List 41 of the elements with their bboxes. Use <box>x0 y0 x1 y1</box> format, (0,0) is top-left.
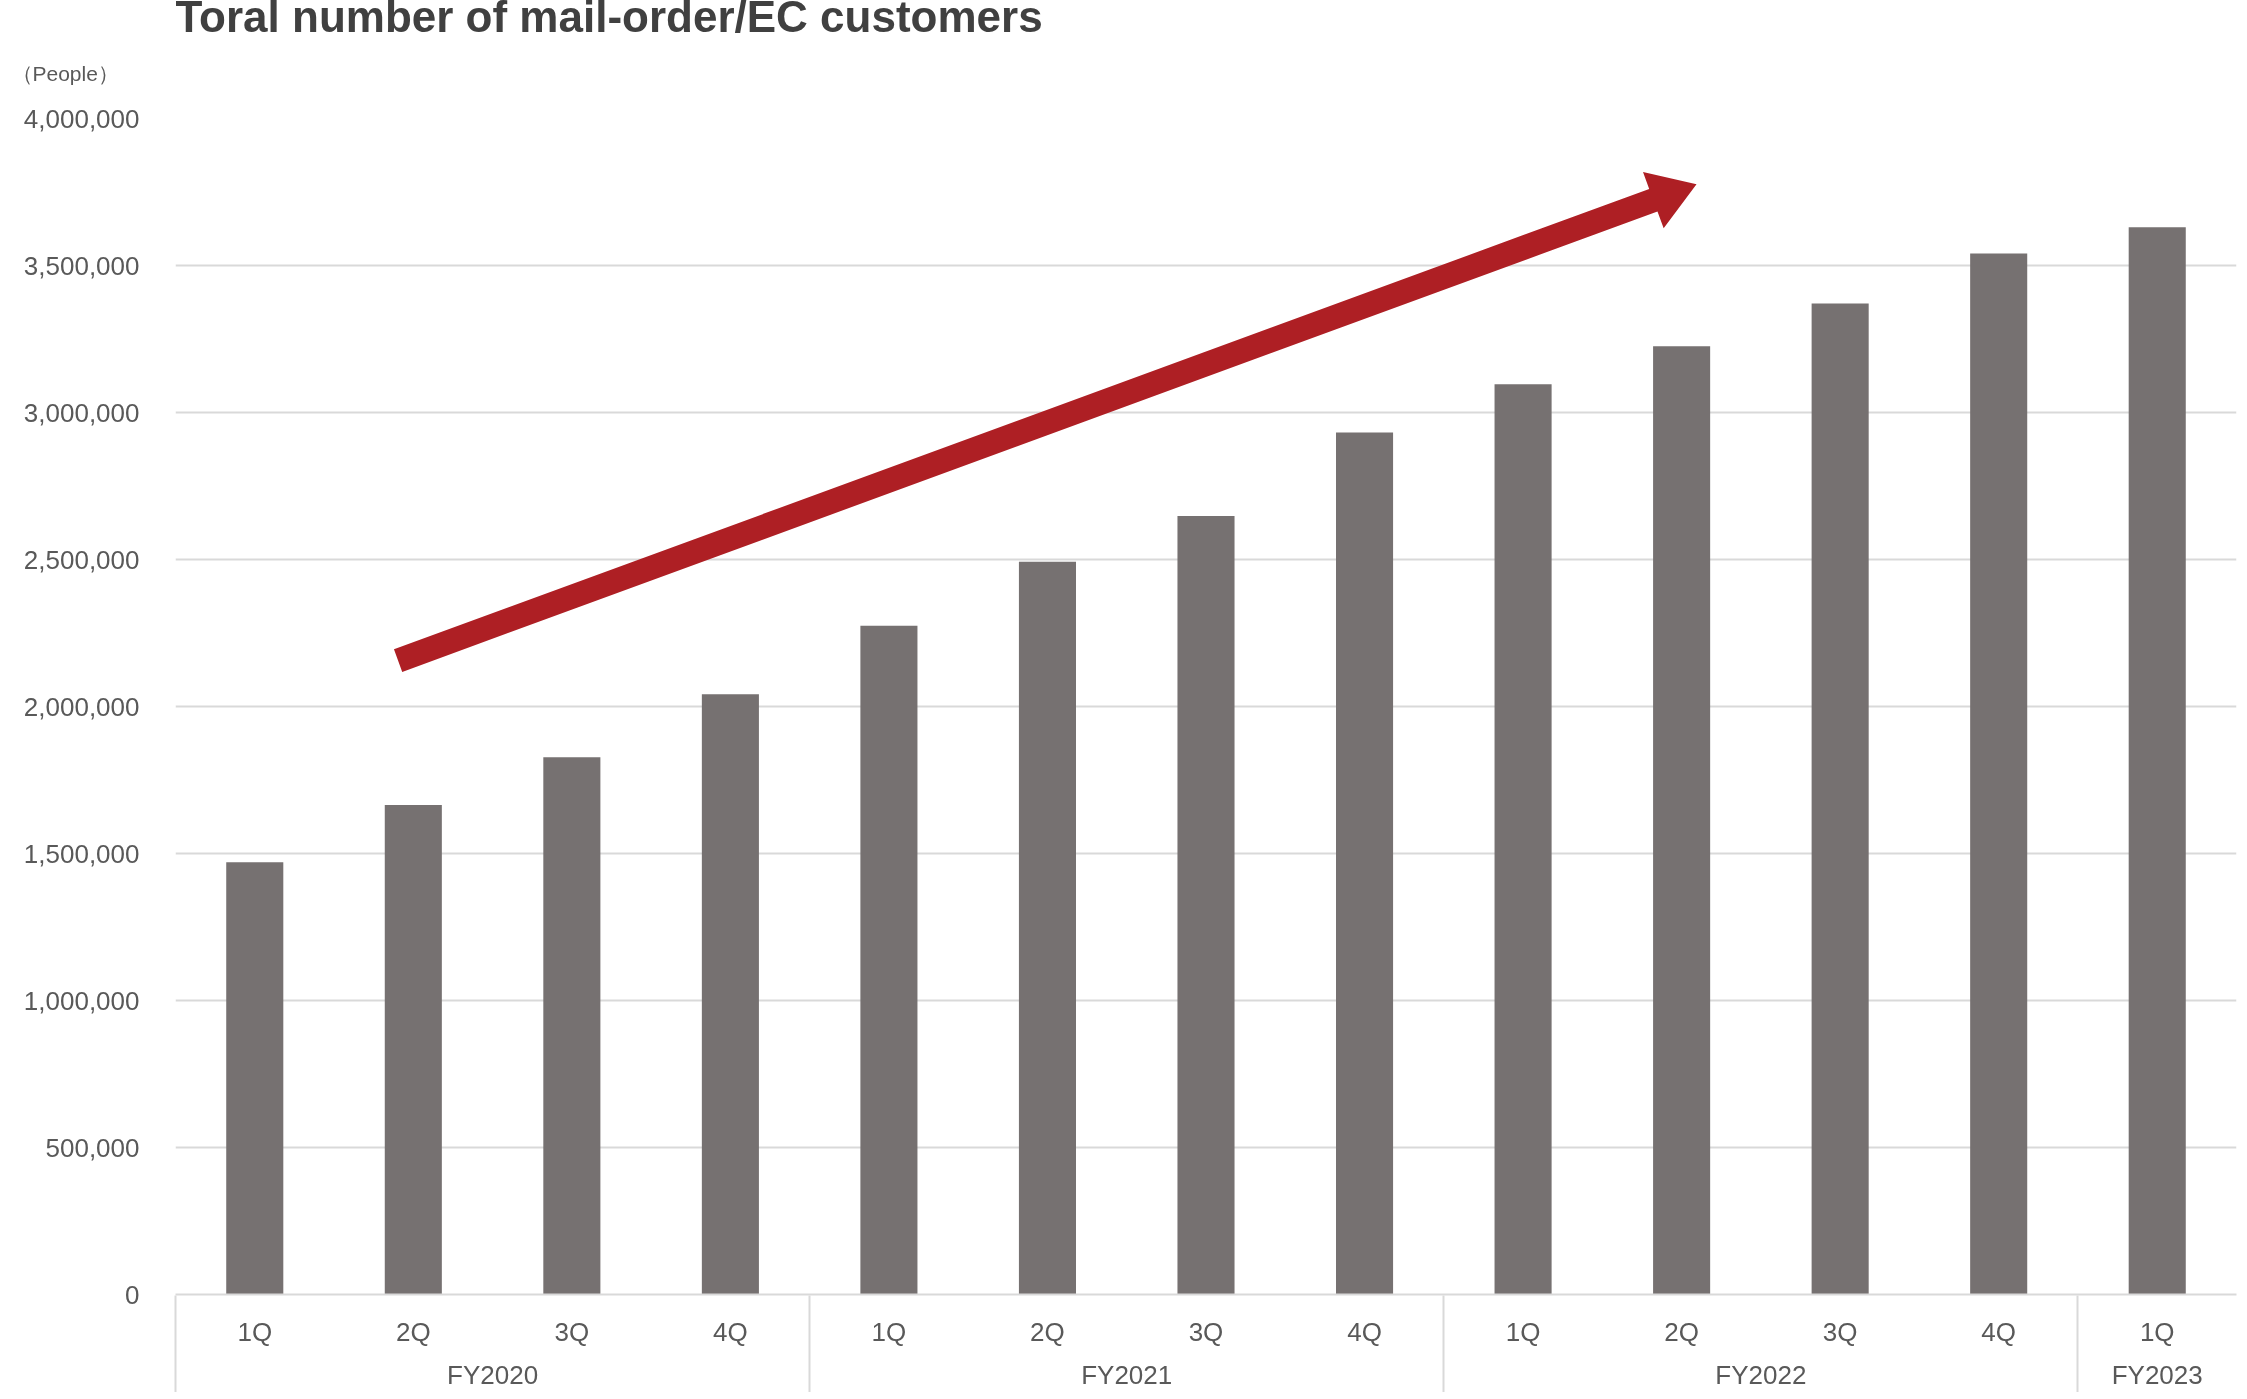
bar <box>1177 515 1235 1295</box>
bar <box>1494 384 1552 1295</box>
bar <box>1653 346 1711 1295</box>
y-tick-label: 2,500,000 <box>23 544 140 575</box>
y-tick-label: 500,000 <box>45 1132 140 1163</box>
x-tick-label: 4Q <box>713 1316 748 1347</box>
text: FY2023 <box>2111 1359 2203 1390</box>
x-tick-label: 2Q <box>395 1316 431 1347</box>
bar <box>2128 227 2186 1295</box>
x-tick-label: 1Q <box>2139 1316 2175 1347</box>
x-tick-label: 1Q <box>1505 1316 1541 1347</box>
bar <box>1018 561 1076 1295</box>
text: FY2020 <box>447 1359 539 1390</box>
x-tick-label: 2Q <box>1030 1316 1065 1347</box>
x-tick-label: 3Q <box>1188 1316 1224 1347</box>
bar <box>1336 432 1394 1295</box>
text: FY2022 <box>1715 1359 1807 1390</box>
x-tick-label: 4Q <box>1981 1316 2017 1347</box>
bar <box>1811 303 1869 1295</box>
x-tick-label: 3Q <box>554 1316 590 1347</box>
x-tick-label: 3Q <box>1822 1316 1858 1347</box>
bar <box>1970 253 2028 1295</box>
bar <box>226 862 284 1295</box>
y-tick-label: 1,000,000 <box>23 985 140 1016</box>
bar <box>860 625 918 1295</box>
x-tick-label: 4Q <box>1347 1316 1382 1347</box>
y-tick-label: 0 <box>125 1279 140 1310</box>
y-axis-title: （People） <box>11 61 119 85</box>
y-tick-label: 3,500,000 <box>23 250 140 281</box>
x-tick-label: 1Q <box>871 1316 907 1347</box>
chart-title: Toral number of mail-order/EC customers <box>175 0 1043 41</box>
bar <box>543 757 601 1295</box>
y-tick-label: 1,500,000 <box>23 838 140 869</box>
y-tick-label: 3,000,000 <box>23 397 140 428</box>
bar <box>384 804 442 1295</box>
text: FY2021 <box>1081 1359 1173 1390</box>
x-tick-label: 2Q <box>1664 1316 1699 1347</box>
x-tick-label: 1Q <box>237 1316 273 1347</box>
bar <box>701 694 759 1295</box>
y-tick-label: 2,000,000 <box>23 691 140 722</box>
y-tick-label: 4,000,000 <box>23 103 140 134</box>
